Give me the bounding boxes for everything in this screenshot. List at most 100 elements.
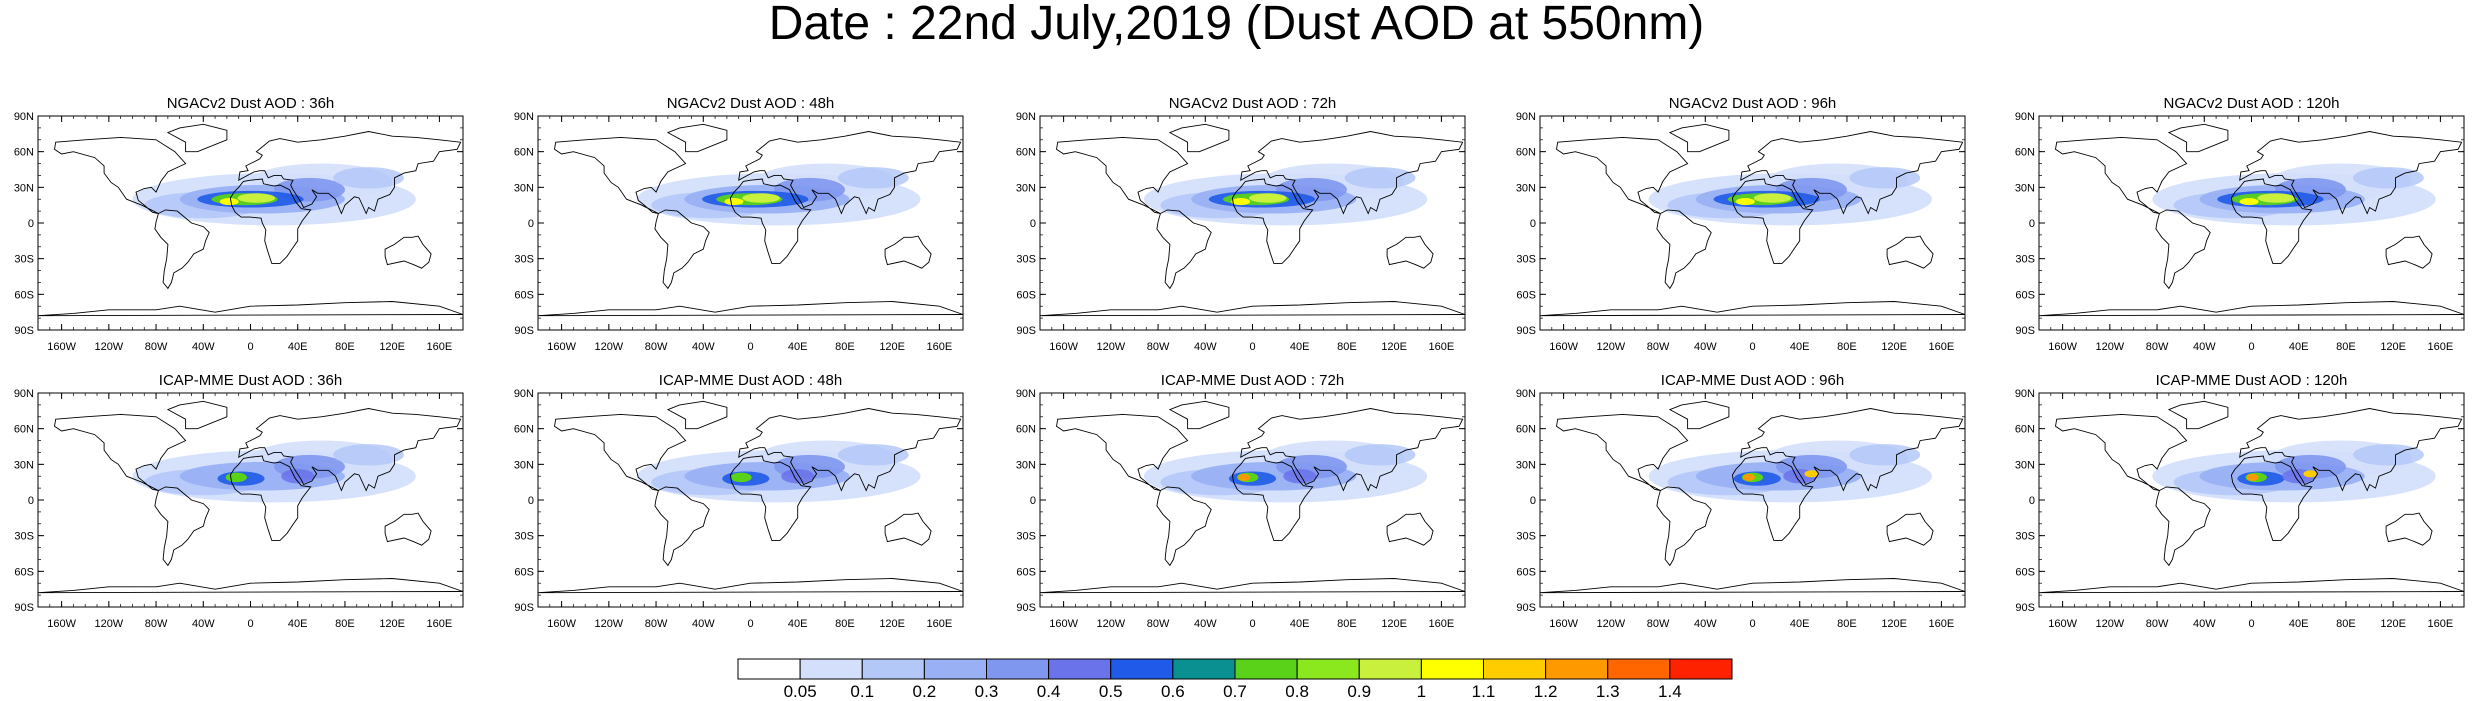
dust-aod-field — [1648, 163, 1932, 226]
lat-tick-label: 60N — [514, 147, 534, 159]
lat-tick-label: 90N — [514, 388, 534, 400]
panel-title: ICAP-MME Dust AOD : 120h — [2156, 372, 2348, 389]
lon-tick-label: 160W — [2048, 618, 2077, 630]
lat-tick-label: 30S — [514, 531, 534, 543]
panel-title: NGACv2 Dust AOD : 96h — [1669, 95, 1837, 112]
lon-tick-label: 40E — [1290, 341, 1310, 353]
lon-tick-label: 160E — [2428, 618, 2454, 630]
lat-tick-label: 0 — [528, 495, 534, 507]
coastlines — [2038, 123, 2465, 317]
lat-tick-label: 60N — [2015, 147, 2035, 159]
lat-tick-label: 0 — [1530, 218, 1536, 230]
lat-tick-label: 30N — [14, 182, 34, 194]
lon-tick-label: 120W — [1096, 618, 1125, 630]
lon-tick-label: 120W — [1596, 341, 1625, 353]
lon-tick-label: 120E — [879, 341, 905, 353]
lat-tick-label: 60N — [1516, 424, 1536, 436]
lat-tick-label: 0 — [1030, 218, 1036, 230]
lon-tick-label: 0 — [747, 618, 753, 630]
lon-tick-label: 40E — [288, 618, 308, 630]
lon-tick-label: 80E — [2336, 341, 2356, 353]
lat-tick-label: 60N — [1516, 147, 1536, 159]
coastlines — [1539, 400, 1966, 594]
lon-tick-label: 0 — [247, 341, 253, 353]
lon-tick-label: 160W — [47, 341, 76, 353]
lat-tick-label: 60S — [2015, 566, 2035, 578]
lon-tick-label: 160W — [547, 618, 576, 630]
lon-tick-label: 40W — [2193, 618, 2216, 630]
lon-tick-label: 120E — [1381, 341, 1407, 353]
dust-aod-field — [2152, 440, 2436, 503]
map-panel: NGACv2 Dust AOD : 120h 90N 60N 30N 0 30S 60S 90… — [2015, 95, 2465, 353]
lat-tick-label: 90S — [1016, 602, 1036, 614]
lon-tick-label: 40E — [1790, 618, 1810, 630]
lon-tick-label: 0 — [1249, 341, 1255, 353]
coastlines — [1039, 400, 1466, 594]
lat-tick-label: 60S — [2015, 289, 2035, 301]
lon-tick-label: 160E — [427, 341, 453, 353]
lat-tick-label: 30S — [1516, 531, 1536, 543]
lon-tick-label: 80E — [335, 618, 355, 630]
lon-tick-label: 120E — [379, 341, 405, 353]
panel-title: NGACv2 Dust AOD : 36h — [167, 95, 335, 112]
lon-tick-label: 120W — [2095, 618, 2124, 630]
lat-tick-label: 90S — [514, 602, 534, 614]
map-panel: NGACv2 Dust AOD : 36h 90N 60N 30N 0 30S 60S 90S… — [14, 95, 464, 353]
coastlines — [537, 400, 964, 594]
lon-tick-label: 40W — [692, 618, 715, 630]
lon-tick-label: 80E — [335, 341, 355, 353]
lat-tick-label: 60S — [14, 289, 34, 301]
lat-tick-label: 30S — [1016, 531, 1036, 543]
lon-tick-label: 80W — [645, 341, 668, 353]
lon-tick-label: 40E — [1290, 618, 1310, 630]
lon-tick-label: 120E — [2380, 341, 2406, 353]
lat-tick-label: 30N — [2015, 459, 2035, 471]
lat-tick-label: 0 — [1030, 495, 1036, 507]
lat-tick-label: 60N — [14, 147, 34, 159]
lon-tick-label: 160W — [1549, 341, 1578, 353]
lon-tick-label: 120E — [379, 618, 405, 630]
lon-tick-label: 160W — [1049, 341, 1078, 353]
map-panel: NGACv2 Dust AOD : 96h 90N 60N 30N 0 30S 60S 90S… — [1516, 95, 1966, 353]
lon-tick-label: 40W — [1194, 618, 1217, 630]
lon-tick-label: 120W — [1596, 618, 1625, 630]
coastlines — [537, 123, 964, 317]
panel-title: NGACv2 Dust AOD : 72h — [1169, 95, 1337, 112]
lat-tick-label: 60S — [514, 566, 534, 578]
lat-tick-label: 90S — [514, 325, 534, 337]
dust-aod-field — [637, 440, 921, 503]
lon-tick-label: 40W — [192, 341, 215, 353]
lat-tick-label: 30S — [514, 254, 534, 266]
lat-tick-label: 0 — [528, 218, 534, 230]
lon-tick-label: 80W — [2146, 341, 2169, 353]
lat-tick-label: 90S — [1516, 325, 1536, 337]
lon-tick-label: 120W — [594, 341, 623, 353]
panel-title: ICAP-MME Dust AOD : 72h — [1161, 372, 1344, 389]
lon-tick-label: 120W — [594, 618, 623, 630]
map-panel: ICAP-MME Dust AOD : 72h 90N 60N 30N 0 30S 60S 9… — [1016, 372, 1466, 630]
lon-tick-label: 160W — [1049, 618, 1078, 630]
lat-tick-label: 30N — [14, 459, 34, 471]
lat-tick-label: 0 — [1530, 495, 1536, 507]
lon-tick-label: 120E — [1881, 341, 1907, 353]
lon-tick-label: 160W — [2048, 341, 2077, 353]
map-panel: ICAP-MME Dust AOD : 36h 90N 60N 30N 0 30S 60S 9… — [14, 372, 464, 630]
lon-tick-label: 160E — [927, 341, 953, 353]
map-panel: ICAP-MME Dust AOD : 120h 90N 60N 30N 0 30S 60S… — [2015, 372, 2465, 630]
lat-tick-label: 60S — [14, 566, 34, 578]
lat-tick-label: 30N — [514, 459, 534, 471]
lat-tick-label: 30N — [1516, 182, 1536, 194]
lat-tick-label: 30N — [2015, 182, 2035, 194]
lon-tick-label: 0 — [2248, 341, 2254, 353]
lon-tick-label: 120W — [1096, 341, 1125, 353]
lat-tick-label: 90S — [14, 325, 34, 337]
panel-title: NGACv2 Dust AOD : 48h — [667, 95, 835, 112]
lat-tick-label: 0 — [2029, 218, 2035, 230]
lon-tick-label: 80W — [645, 618, 668, 630]
lon-tick-label: 120W — [94, 618, 123, 630]
lat-tick-label: 60S — [1516, 566, 1536, 578]
lon-tick-label: 80E — [1837, 618, 1857, 630]
map-panel: ICAP-MME Dust AOD : 48h 90N 60N 30N 0 30S 60S 9… — [514, 372, 964, 630]
lon-tick-label: 40E — [2289, 618, 2309, 630]
lat-tick-label: 90N — [514, 111, 534, 123]
